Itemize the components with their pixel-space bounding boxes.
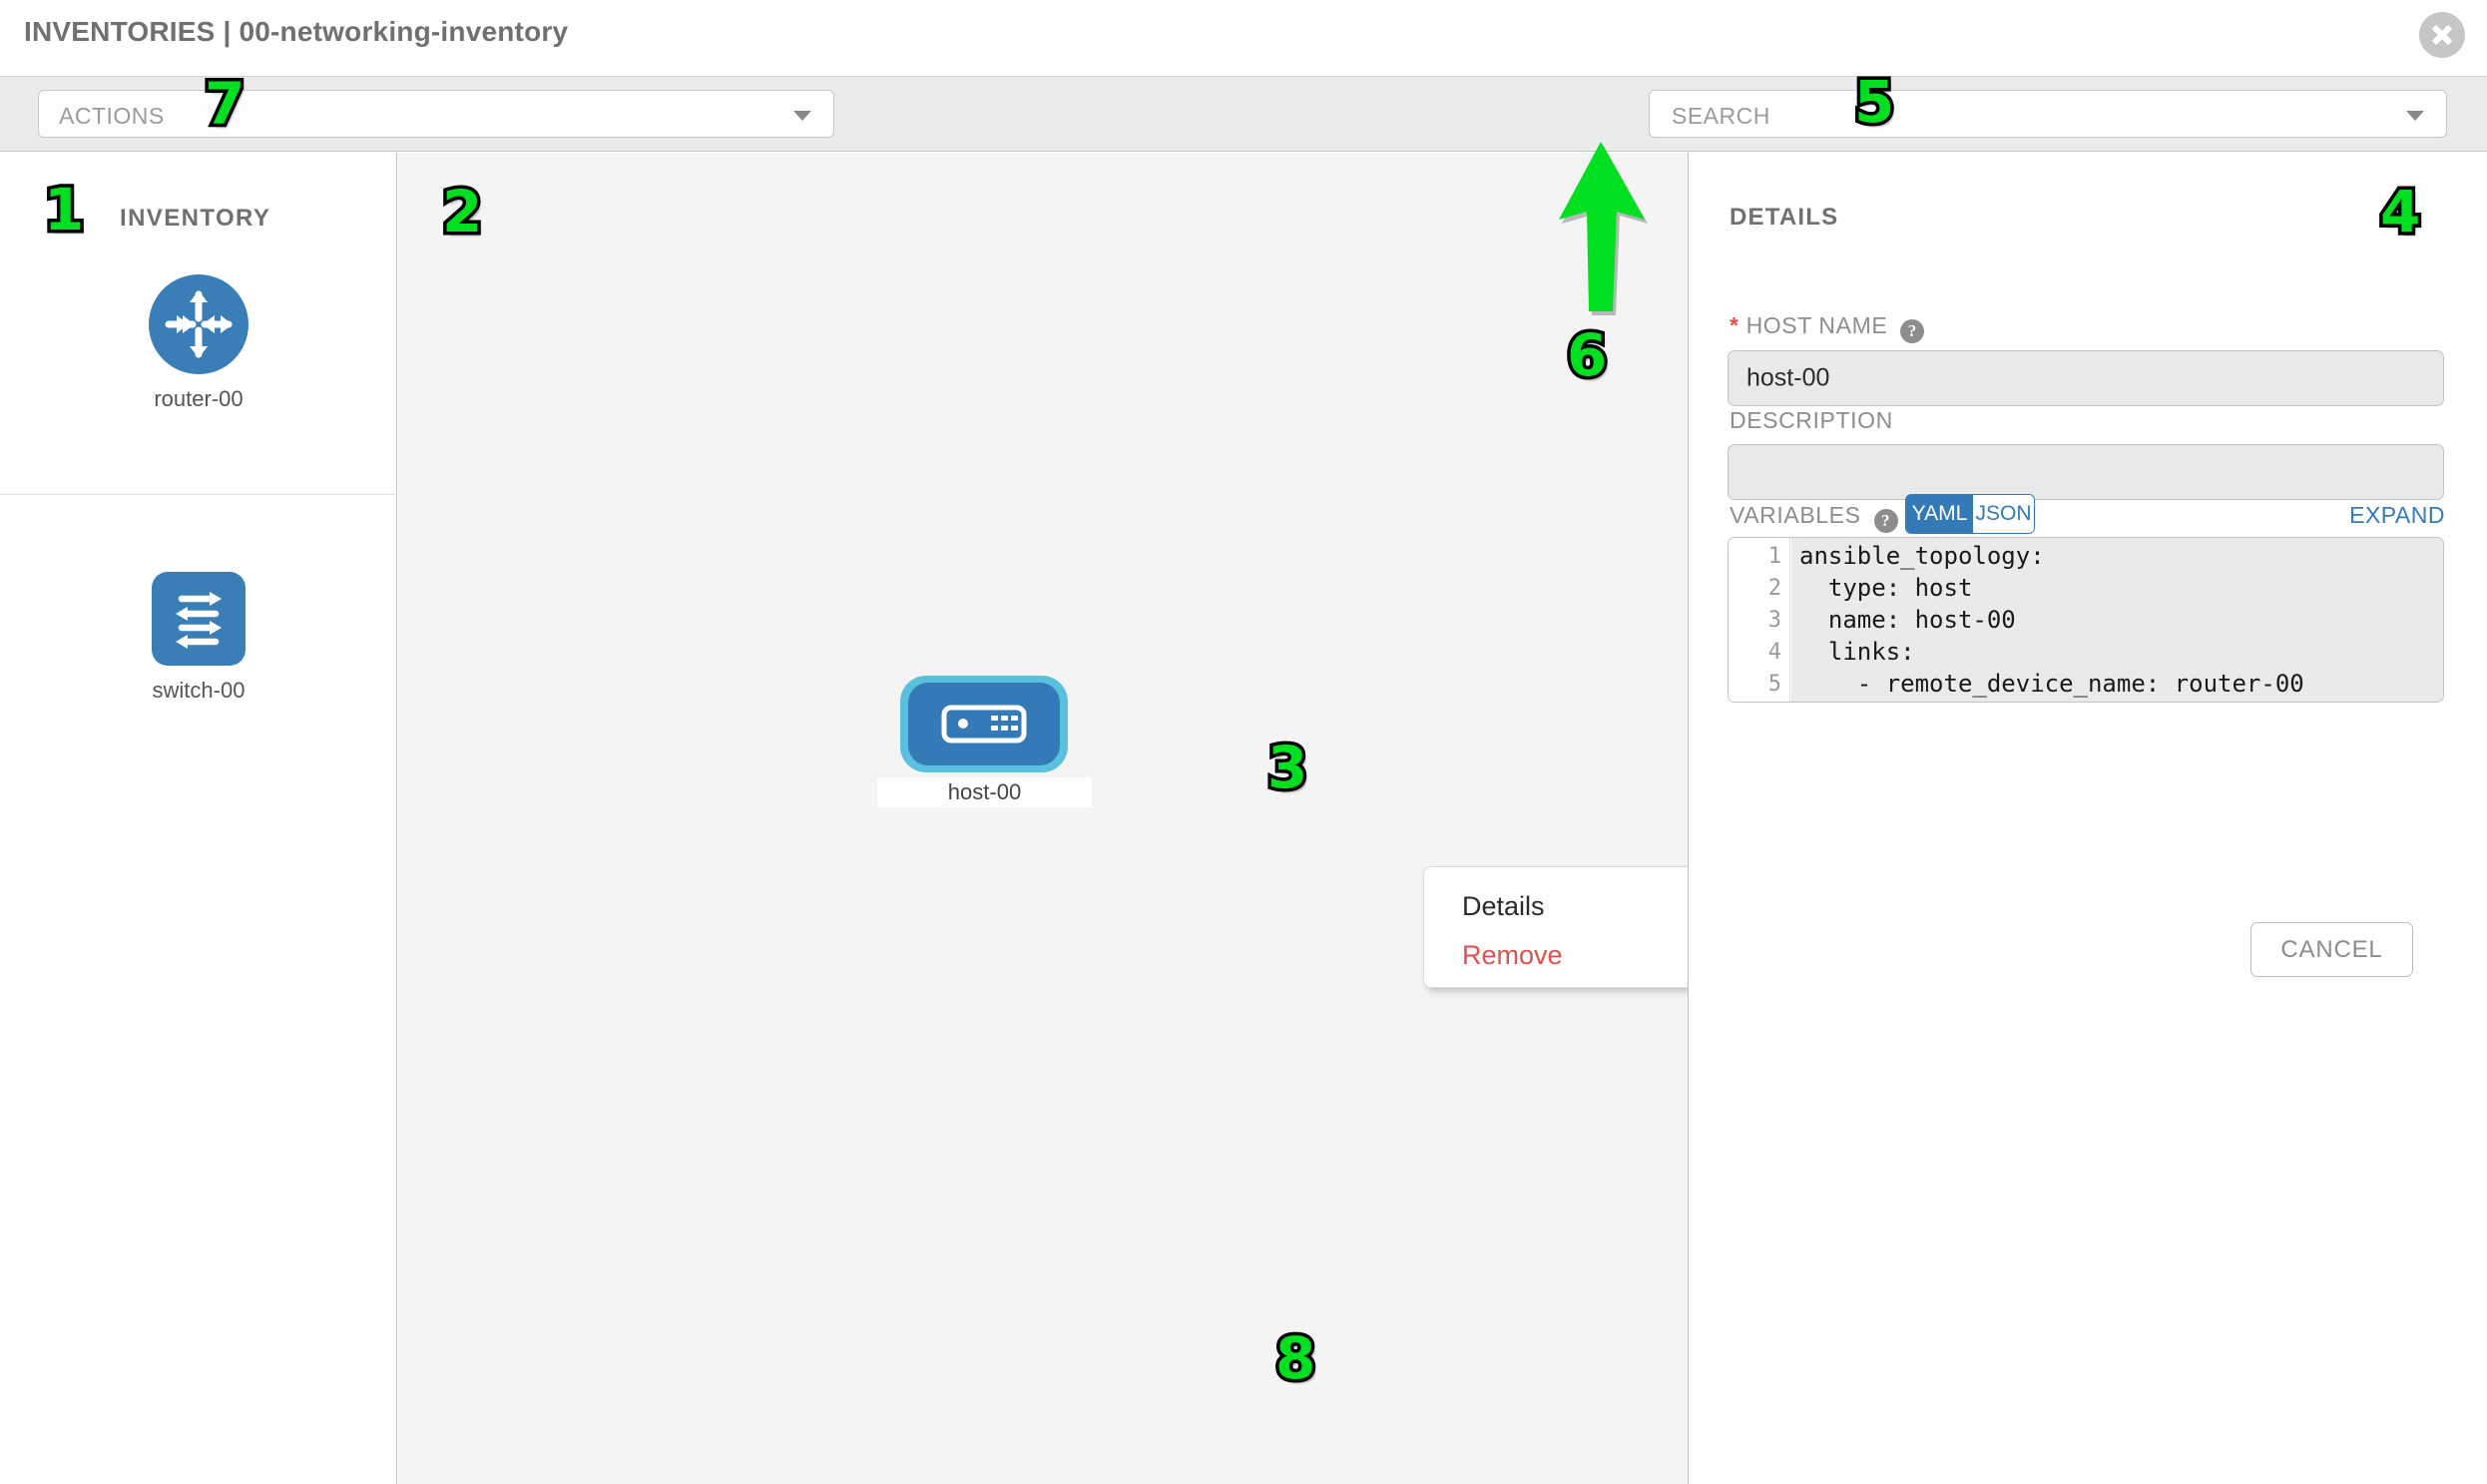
code-line: name: eth0 [1799,702,2030,703]
code-line-number: 1 [1767,544,1781,569]
code-line-number: 2 [1767,576,1781,601]
code-line: ansible_topology: [1799,542,2045,570]
code-gutter: 1 2 3 4 5 6 7 [1729,538,1790,702]
help-icon[interactable]: ? [1900,319,1925,343]
variables-label-text: VARIABLES [1730,502,1861,528]
variables-format-toggle[interactable]: YAML JSON [1905,494,2035,534]
sidebar-device-label: router-00 [154,386,244,411]
sidebar-title: INVENTORY [120,205,271,232]
description-field[interactable] [1728,444,2444,500]
cancel-button-label: CANCEL [2280,936,2383,963]
node-context-menu[interactable]: Details Remove [1423,866,1688,988]
code-line: name: host-00 [1799,606,2016,634]
search-dropdown[interactable]: SEARCH [1649,90,2447,138]
canvas-node-host-00[interactable] [900,676,1068,772]
format-json-button[interactable]: JSON [1973,495,2034,533]
inventory-sidebar: INVENTORY router-00 [0,153,397,1484]
variables-code-editor[interactable]: 1 2 3 4 5 6 7 ansible_topology: type: ho… [1728,537,2444,703]
context-menu-item-remove[interactable]: Remove [1462,940,1563,970]
context-menu-item-details[interactable]: Details [1462,891,1545,921]
code-line: links: [1799,638,1915,666]
actions-dropdown-label: ACTIONS [59,103,165,129]
router-icon [149,274,249,374]
format-yaml-button[interactable]: YAML [1906,495,1973,533]
host-server-icon [941,705,1027,743]
code-line: type: host [1799,574,1973,602]
host-name-label-text: HOST NAME [1745,312,1888,338]
variables-label: VARIABLES ? [1730,502,1898,533]
close-icon[interactable] [2419,12,2465,58]
help-icon[interactable]: ? [1873,509,1898,533]
code-body[interactable]: ansible_topology: type: host name: host-… [1791,538,2443,702]
canvas-node-label: host-00 [877,777,1092,807]
toolbar: ACTIONS SEARCH [0,76,2487,219]
code-line-number: 3 [1767,608,1781,633]
host-name-field[interactable]: host-00 [1728,350,2444,406]
search-input-placeholder: SEARCH [1672,103,1770,129]
code-line: - remote_device_name: router-00 [1799,670,2304,698]
details-panel: DETAILS * HOST NAME ? host-00 DESCRIPTIO… [1690,153,2487,1484]
code-line-number: 4 [1767,640,1781,665]
chevron-down-icon [793,111,811,121]
cancel-button[interactable]: CANCEL [2250,922,2413,977]
expand-link[interactable]: EXPAND [2349,502,2445,528]
required-marker: * [1730,312,1740,338]
title-bar: INVENTORIES | 00-networking-inventory [0,0,2487,76]
code-line-number: 5 [1767,672,1781,697]
actions-dropdown[interactable]: ACTIONS [38,90,834,138]
details-panel-title: DETAILS [1730,204,1839,231]
sidebar-device-label: switch-00 [152,678,246,703]
host-name-value: host-00 [1746,363,1830,392]
description-label: DESCRIPTION [1730,407,1893,433]
sidebar-device-router-00[interactable]: router-00 [0,274,397,495]
sidebar-device-switch-00[interactable]: switch-00 [0,572,397,704]
breadcrumb: INVENTORIES | 00-networking-inventory [24,16,569,47]
chevron-down-icon [2406,111,2424,121]
topology-canvas[interactable]: host-00 Details Remove 120% [398,153,1689,1484]
host-name-label: * HOST NAME ? [1730,312,1925,343]
canvas-node-body [908,683,1060,765]
switch-icon [152,572,246,666]
